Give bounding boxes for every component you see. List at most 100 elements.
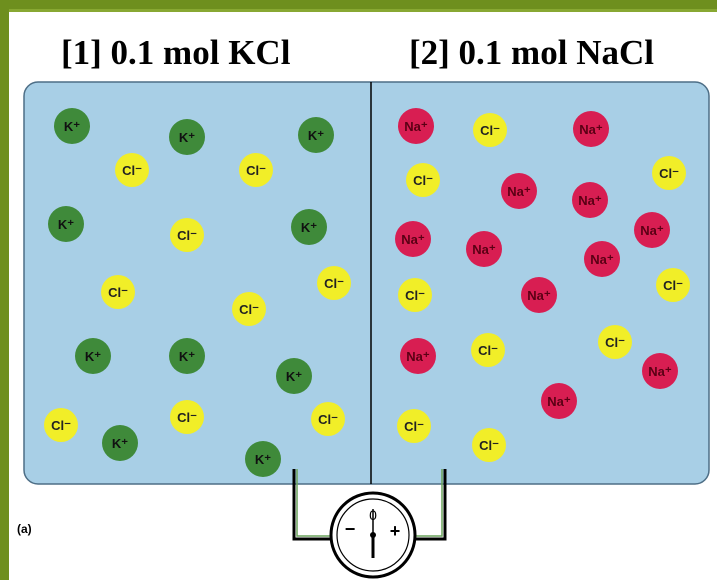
na-ion: Na⁺ — [584, 241, 620, 277]
voltmeter: 0 − + — [329, 491, 417, 579]
ion-label: Cl⁻ — [663, 278, 683, 293]
cl-ion: Cl⁻ — [170, 218, 204, 252]
cl-ion: Cl⁻ — [101, 275, 135, 309]
ion-circle — [598, 325, 632, 359]
ion-circle — [276, 358, 312, 394]
k-ion: K⁺ — [102, 425, 138, 461]
kcl-compartment: K⁺ K⁺ K⁺ Cl⁻ Cl⁻ K⁺ Cl⁻ K⁺ Cl⁻ Cl⁻ Cl⁻ K⁺ K⁺ K⁺ Cl⁻ Cl⁻… — [44, 108, 351, 477]
ion-circle — [398, 278, 432, 312]
cl-ion: Cl⁻ — [406, 163, 440, 197]
cl-ion: Cl⁻ — [311, 402, 345, 436]
ion-circle — [395, 221, 431, 257]
ion-label: Cl⁻ — [177, 228, 197, 243]
ion-circle — [169, 338, 205, 374]
panel-caption: (a) — [17, 522, 32, 536]
ion-circle — [48, 206, 84, 242]
ion-label: Na⁺ — [406, 349, 430, 364]
ion-label: K⁺ — [85, 349, 101, 364]
k-ion: K⁺ — [169, 338, 205, 374]
na-ion: Na⁺ — [466, 231, 502, 267]
ion-circle — [472, 428, 506, 462]
ion-circle — [101, 275, 135, 309]
na-ion: Na⁺ — [521, 277, 557, 313]
ion-circle — [291, 209, 327, 245]
ion-label: Cl⁻ — [404, 419, 424, 434]
solution-container — [23, 81, 710, 485]
ion-circle — [44, 408, 78, 442]
ion-label: Cl⁻ — [51, 418, 71, 433]
ion-circle — [400, 338, 436, 374]
ion-label: Na⁺ — [404, 119, 428, 134]
ion-label: K⁺ — [255, 452, 271, 467]
cl-ion: Cl⁻ — [652, 156, 686, 190]
ion-circle — [406, 163, 440, 197]
ion-circle — [75, 338, 111, 374]
ion-circle — [239, 153, 273, 187]
cl-ion: Cl⁻ — [115, 153, 149, 187]
na-ion: Na⁺ — [541, 383, 577, 419]
ion-circle — [521, 277, 557, 313]
ion-label: Cl⁻ — [246, 163, 266, 178]
ion-label: Na⁺ — [590, 252, 614, 267]
ion-label: Cl⁻ — [108, 285, 128, 300]
ion-label: K⁺ — [308, 128, 324, 143]
na-ion: Na⁺ — [573, 111, 609, 147]
k-ion: K⁺ — [169, 119, 205, 155]
ion-label: Cl⁻ — [239, 302, 259, 317]
ion-label: K⁺ — [64, 119, 80, 134]
ion-label: Na⁺ — [578, 193, 602, 208]
cl-ion: Cl⁻ — [170, 400, 204, 434]
na-ion: Na⁺ — [642, 353, 678, 389]
ion-circle — [501, 173, 537, 209]
ion-label: Cl⁻ — [177, 410, 197, 425]
ion-label: Cl⁻ — [479, 438, 499, 453]
ion-circle — [170, 218, 204, 252]
na-ion: Na⁺ — [398, 108, 434, 144]
ion-label: Cl⁻ — [122, 163, 142, 178]
ion-circle — [471, 333, 505, 367]
k-ion: K⁺ — [54, 108, 90, 144]
ion-circle — [573, 111, 609, 147]
ion-circle — [54, 108, 90, 144]
ion-label: Na⁺ — [640, 223, 664, 238]
ion-circle — [102, 425, 138, 461]
ion-circle — [115, 153, 149, 187]
meter-zero-label: 0 — [369, 507, 377, 523]
ion-label: Na⁺ — [401, 232, 425, 247]
cl-ion: Cl⁻ — [398, 278, 432, 312]
ion-circle — [642, 353, 678, 389]
ion-label: Cl⁻ — [478, 343, 498, 358]
ion-circle — [169, 119, 205, 155]
ion-circle — [170, 400, 204, 434]
nacl-compartment: Na⁺ Cl⁻ Na⁺ Cl⁻ Na⁺ Na⁺ Cl⁻ Na⁺ Na⁺ Na⁺ Na⁺ Cl⁻ Cl⁻ N… — [395, 108, 690, 462]
ion-label: Na⁺ — [472, 242, 496, 257]
right-electrode-wire — [409, 469, 447, 541]
ion-label: Na⁺ — [547, 394, 571, 409]
ion-label: Cl⁻ — [413, 173, 433, 188]
ion-label: Cl⁻ — [324, 276, 344, 291]
k-ion: K⁺ — [291, 209, 327, 245]
cl-ion: Cl⁻ — [239, 153, 273, 187]
cl-ion: Cl⁻ — [471, 333, 505, 367]
cl-ion: Cl⁻ — [472, 428, 506, 462]
ion-circle — [584, 241, 620, 277]
title-nacl: [2] 0.1 mol NaCl — [409, 33, 654, 72]
cl-ion: Cl⁻ — [317, 266, 351, 300]
cl-ion: Cl⁻ — [44, 408, 78, 442]
k-ion: K⁺ — [276, 358, 312, 394]
ion-circle — [397, 409, 431, 443]
title-kcl: [1] 0.1 mol KCl — [61, 33, 291, 72]
ion-label: Cl⁻ — [318, 412, 338, 427]
ion-circle — [232, 292, 266, 326]
ion-circle — [298, 117, 334, 153]
ion-circle — [398, 108, 434, 144]
ion-label: K⁺ — [58, 217, 74, 232]
ion-circle — [317, 266, 351, 300]
ion-circle — [572, 182, 608, 218]
k-ion: K⁺ — [298, 117, 334, 153]
cl-ion: Cl⁻ — [656, 268, 690, 302]
ion-label: K⁺ — [286, 369, 302, 384]
ion-label: Cl⁻ — [480, 123, 500, 138]
na-ion: Na⁺ — [634, 212, 670, 248]
ion-label: Cl⁻ — [659, 166, 679, 181]
